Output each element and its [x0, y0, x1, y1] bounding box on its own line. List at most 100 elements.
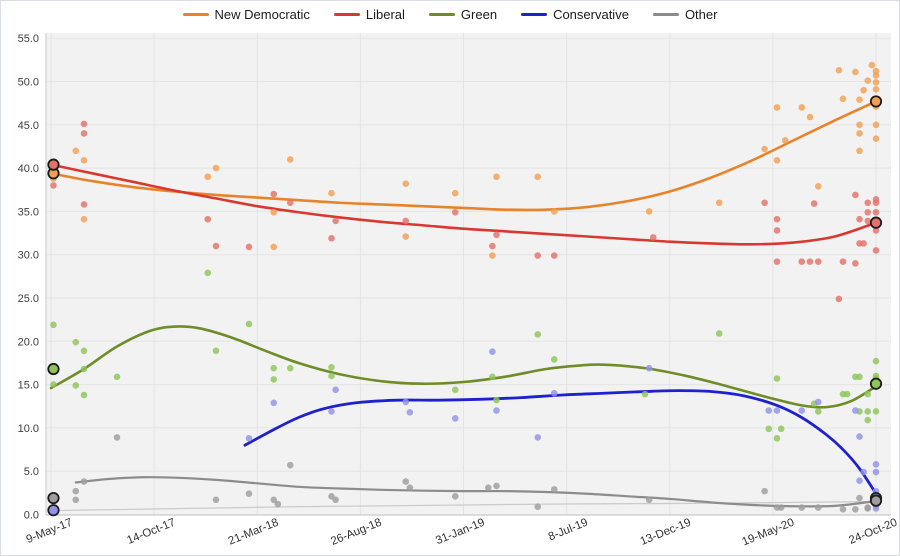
data-point-new-democratic: [328, 189, 335, 197]
data-point-liberal: [773, 227, 781, 234]
data-point-green: [773, 434, 781, 442]
data-point-other: [645, 496, 653, 504]
data-point-other: [484, 484, 492, 491]
data-point-new-democratic: [814, 182, 822, 190]
data-point-green: [864, 390, 872, 398]
data-point-green: [765, 425, 773, 433]
data-point-green: [489, 373, 496, 381]
data-point-green: [72, 338, 80, 346]
data-point-liberal: [451, 208, 459, 216]
legend-label: New Democratic: [214, 7, 310, 22]
data-point-green: [773, 375, 781, 382]
data-point-new-democratic: [270, 208, 278, 216]
data-point-new-democratic: [781, 137, 789, 144]
data-point-other: [212, 496, 220, 504]
legend-label: Other: [684, 7, 718, 22]
data-point-green: [80, 347, 88, 355]
data-point-other: [839, 506, 847, 513]
data-point-new-democratic: [872, 121, 880, 129]
data-point-other: [245, 490, 253, 498]
data-point-new-democratic: [80, 157, 88, 164]
data-point-new-democratic: [806, 113, 814, 121]
highlight-start-liberal: [47, 158, 60, 171]
plot-background: [46, 33, 891, 515]
data-point-liberal: [798, 258, 806, 265]
y-axis-tick-label: 30.0: [18, 250, 39, 262]
trend-line-green: [49, 325, 878, 409]
data-point-conservative: [406, 409, 414, 416]
data-point-liberal: [852, 260, 859, 267]
y-axis-tick-label: 50.0: [18, 77, 39, 89]
legend-swatch-other: [652, 13, 679, 16]
trend-line-other: [74, 476, 878, 508]
data-point-new-democratic: [534, 173, 542, 181]
y-axis-tick-label: 10.0: [18, 423, 39, 435]
data-point-other: [332, 496, 339, 504]
data-point-new-democratic: [798, 104, 806, 111]
x-axis-tick-label: 8-Jul-19: [547, 517, 590, 544]
highlight-end-liberal: [869, 216, 883, 229]
data-point-new-democratic: [645, 208, 653, 215]
legend-swatch-liberal: [333, 13, 360, 16]
data-point-liberal: [212, 242, 220, 250]
data-point-liberal: [806, 258, 814, 265]
data-point-other: [451, 493, 459, 500]
data-point-other: [814, 504, 822, 511]
data-point-green: [715, 330, 723, 337]
data-point-liberal: [270, 190, 278, 198]
data-point-liberal: [872, 247, 880, 254]
data-point-conservative: [856, 477, 863, 485]
y-axis-tick-label: 25.0: [18, 293, 39, 305]
data-point-new-democratic: [872, 79, 880, 86]
data-point-liberal: [773, 258, 781, 265]
data-point-conservative: [270, 399, 278, 407]
data-point-green: [245, 320, 253, 328]
data-point-green: [328, 363, 335, 371]
data-point-new-democratic: [872, 85, 880, 93]
x-axis-tick-label: 21-Mar-18: [227, 517, 281, 548]
data-point-new-democratic: [761, 145, 768, 153]
legend-label: Liberal: [365, 7, 405, 22]
data-point-new-democratic: [286, 156, 294, 163]
trend-line-conservative: [243, 389, 878, 496]
data-point-other: [798, 504, 806, 511]
data-point-other: [761, 487, 768, 495]
legend-label: Green: [460, 7, 498, 22]
legend-label: Conservative: [553, 7, 629, 22]
data-point-green: [864, 416, 872, 424]
data-point-new-democratic: [856, 147, 863, 155]
data-point-green: [843, 390, 851, 398]
data-point-green: [80, 365, 88, 373]
x-axis-tick-label: 14-Oct-17: [125, 517, 177, 547]
data-point-conservative: [489, 348, 496, 355]
data-point-new-democratic: [868, 61, 876, 69]
highlight-end-green: [869, 377, 883, 390]
data-point-conservative: [493, 407, 500, 414]
data-point-conservative: [534, 434, 542, 441]
data-point-liberal: [864, 208, 872, 216]
data-point-new-democratic: [80, 215, 88, 223]
data-point-other: [286, 461, 294, 469]
data-point-other: [274, 500, 282, 508]
x-axis-tick-label: 13-Dec-19: [639, 517, 693, 548]
data-point-liberal: [810, 200, 818, 207]
data-point-liberal: [204, 215, 212, 223]
data-point-new-democratic: [856, 121, 863, 129]
data-point-other: [856, 494, 863, 502]
data-point-liberal: [864, 217, 872, 225]
data-point-new-democratic: [835, 66, 843, 74]
highlight-end-other: [869, 494, 883, 507]
data-point-conservative: [645, 364, 653, 372]
legend-swatch-conservative: [521, 13, 548, 16]
trend-line-liberal: [49, 163, 878, 246]
data-point-liberal: [839, 258, 847, 265]
y-axis-tick-label: 5.0: [24, 466, 39, 478]
data-point-conservative: [814, 398, 822, 406]
data-point-liberal: [872, 208, 880, 216]
data-point-other: [72, 487, 80, 495]
data-point-new-democratic: [864, 77, 872, 84]
data-point-liberal: [852, 191, 859, 199]
data-point-new-democratic: [852, 68, 859, 76]
data-point-green: [641, 390, 649, 398]
data-point-new-democratic: [489, 252, 496, 259]
